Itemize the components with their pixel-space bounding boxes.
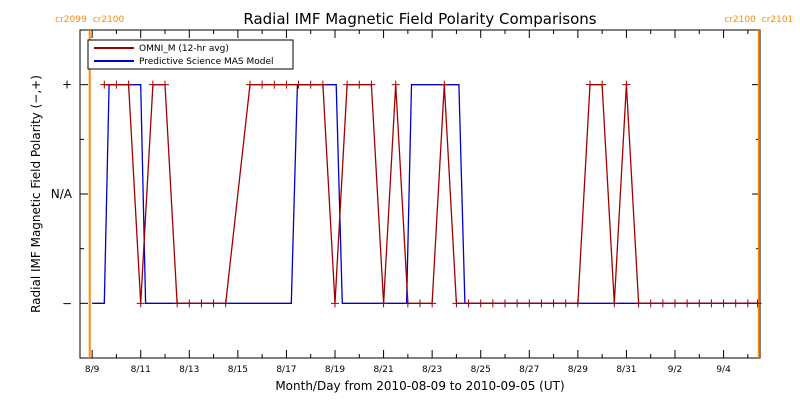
data-point-marker	[112, 80, 121, 89]
data-point-marker	[185, 299, 194, 308]
x-tick-label: 8/29	[568, 365, 588, 375]
data-point-marker	[513, 299, 522, 308]
data-point-marker	[622, 80, 631, 89]
x-tick-label: 8/31	[616, 365, 636, 375]
data-point-marker	[161, 80, 169, 89]
data-point-marker	[561, 299, 570, 308]
data-point-marker	[610, 299, 619, 308]
x-tick-label: 8/27	[519, 365, 539, 375]
data-point-marker	[488, 299, 497, 308]
legend: OMNI_M (12-hr avg) Predictive Science MA…	[87, 39, 294, 70]
legend-label-mas: Predictive Science MAS Model	[139, 57, 274, 67]
x-axis-label: Month/Day from 2010-08-09 to 2010-09-05 …	[275, 379, 564, 393]
data-point-marker	[331, 299, 339, 308]
data-point-marker	[379, 299, 388, 308]
carrington-label-right: cr2101	[762, 15, 794, 25]
x-tick-label: 8/11	[131, 365, 151, 375]
y-tick-label: N/A	[51, 187, 73, 201]
x-tick-label: 8/19	[325, 365, 345, 375]
data-point-marker	[403, 299, 412, 308]
data-point-marker	[258, 80, 267, 89]
data-point-marker	[671, 299, 679, 308]
data-point-marker	[658, 299, 667, 308]
data-point-marker	[148, 80, 157, 89]
data-point-marker	[731, 299, 740, 308]
x-tick-label: 8/17	[276, 365, 296, 375]
data-point-marker	[306, 80, 315, 89]
data-point-marker	[246, 80, 254, 89]
data-point-marker	[270, 80, 279, 89]
data-point-marker	[282, 80, 291, 89]
data-point-marker	[221, 299, 230, 308]
data-point-marker	[464, 299, 473, 308]
carrington-label-left: cr2099	[55, 15, 87, 25]
data-point-marker	[525, 299, 534, 308]
data-point-marker	[452, 299, 461, 308]
x-tick-label: 9/4	[716, 365, 731, 375]
carrington-label-right: cr2100	[93, 15, 125, 25]
data-point-marker	[343, 80, 352, 89]
data-point-marker	[440, 80, 449, 89]
y-axis: + N/A −	[51, 29, 760, 359]
data-point-marker	[537, 299, 546, 308]
data-point-marker	[634, 299, 643, 308]
data-point-marker	[695, 299, 704, 308]
y-axis-label: Radial IMF Magnetic Field Polarity (−,+)	[29, 75, 43, 313]
data-point-marker	[573, 299, 582, 308]
y-tick-label: −	[62, 296, 72, 310]
x-tick-label: 8/15	[228, 365, 248, 375]
legend-box	[87, 39, 294, 70]
data-point-marker	[294, 80, 303, 89]
data-point-marker	[355, 80, 364, 89]
data-point-marker	[367, 80, 376, 89]
data-point-marker	[209, 299, 218, 308]
data-point-marker	[391, 80, 400, 89]
data-point-marker	[707, 299, 716, 308]
carrington-label-left: cr2100	[724, 15, 756, 25]
data-point-marker	[646, 299, 655, 308]
x-tick-label: 8/25	[471, 365, 491, 375]
data-point-marker	[683, 299, 692, 308]
chart-title: Radial IMF Magnetic Field Polarity Compa…	[243, 10, 596, 28]
data-point-marker	[743, 299, 752, 308]
data-point-marker	[428, 299, 437, 308]
x-tick-label: 8/21	[373, 365, 393, 375]
data-point-marker	[476, 299, 485, 308]
data-point-marker	[586, 80, 594, 89]
data-point-marker	[173, 299, 182, 308]
x-tick-label: 8/9	[85, 365, 100, 375]
data-point-marker	[549, 299, 558, 308]
data-point-marker	[719, 299, 728, 308]
x-tick-label: 9/2	[668, 365, 682, 375]
data-point-marker	[136, 299, 145, 308]
data-point-marker	[416, 299, 424, 308]
series-layer	[92, 80, 762, 308]
data-point-marker	[318, 80, 327, 89]
legend-label-omni: OMNI_M (12-hr avg)	[139, 44, 229, 54]
x-tick-label: 8/23	[422, 365, 442, 375]
data-point-marker	[124, 80, 133, 89]
x-tick-label: 8/13	[179, 365, 199, 375]
data-point-marker	[197, 299, 206, 308]
data-point-marker	[753, 299, 762, 308]
data-point-marker	[100, 80, 109, 89]
y-tick-label: +	[62, 78, 72, 92]
data-point-marker	[501, 299, 509, 308]
data-point-marker	[598, 80, 607, 89]
x-axis: 8/9 8/11 8/13 8/15 8/17 8/19 8/21 8/23 8/25 8/27 8…	[85, 30, 749, 375]
